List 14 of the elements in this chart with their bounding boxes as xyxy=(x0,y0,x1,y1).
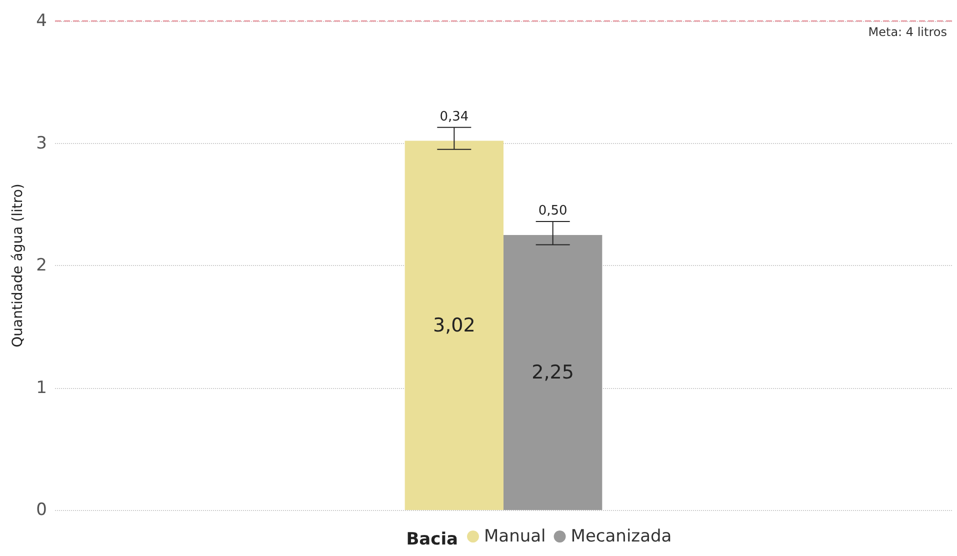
legend-label: Mecanizada xyxy=(570,526,672,546)
y-tick-label: 4 xyxy=(36,11,47,31)
ref-line-label: Meta: 4 litros xyxy=(868,25,947,39)
annotation: 0,50 xyxy=(538,203,568,218)
y-axis-title: Quantidade água (litro) xyxy=(10,184,26,348)
annotation: 0,34 xyxy=(440,109,469,124)
data-label: 2,25 xyxy=(532,361,574,384)
y-tick-label: 1 xyxy=(36,378,47,398)
y-tick-label: 2 xyxy=(36,256,47,276)
y-tick-label: 0 xyxy=(36,500,47,520)
data-label: 3,02 xyxy=(433,314,476,336)
legend-label: Manual xyxy=(484,526,546,546)
legend-title: Bacia xyxy=(406,530,458,550)
y-tick-label: 3 xyxy=(36,133,47,154)
